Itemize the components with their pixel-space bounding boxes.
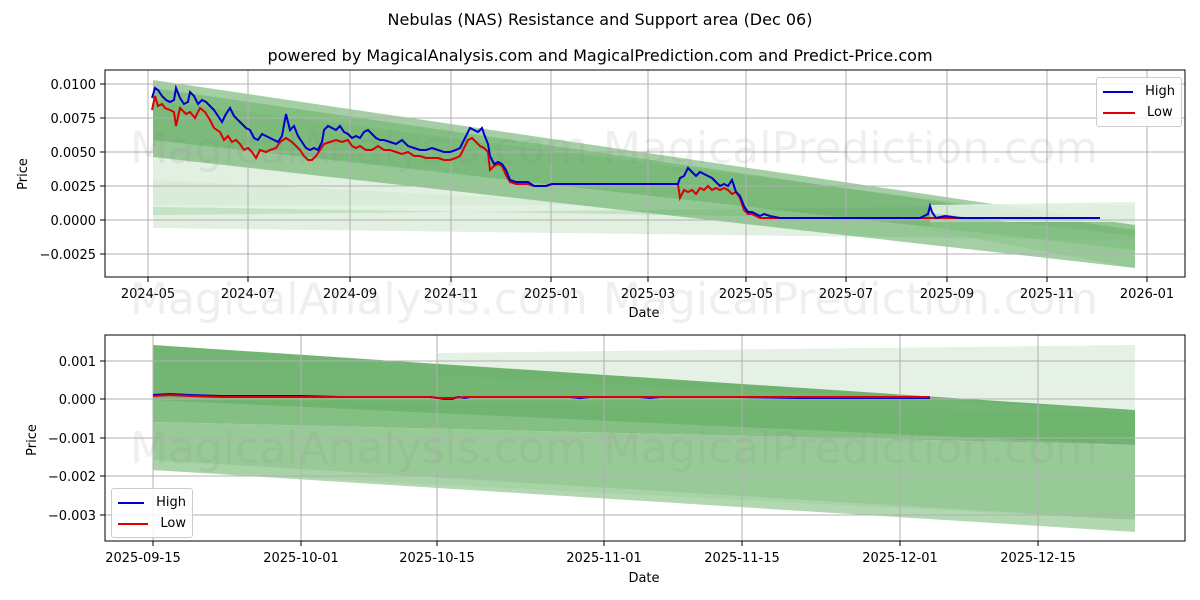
watermark-analysis-top: MagicalAnalysis.com (130, 123, 588, 174)
watermark-prediction-bottom: MagicalPrediction.com (603, 423, 1098, 474)
legend-item-low: Low (118, 513, 186, 534)
top-xtick-3: 2024-11 (424, 287, 478, 302)
legend-label-low: Low (1147, 105, 1173, 120)
high-line-swatch-icon (118, 501, 145, 504)
top-xtick-10: 2026-01 (1120, 287, 1174, 302)
legend-item-low: Low (1103, 102, 1175, 123)
bottom-xtick-3: 2025-11-01 (566, 551, 642, 566)
lower-band (153, 422, 1135, 520)
top-ytick-5: −0.0025 (40, 248, 96, 263)
chart-title: Nebulas (NAS) Resistance and Support are… (387, 10, 813, 29)
top-y-axis-label: Price (16, 158, 31, 190)
top-chart: MagicalAnalysis.com MagicalPrediction.co… (16, 69, 1186, 325)
watermark-analysis-bottom: MagicalAnalysis.com (130, 423, 588, 474)
top-axes-frame (104, 69, 1186, 278)
top-xtick-2: 2024-09 (323, 287, 377, 302)
top-xtick-1: 2024-07 (221, 287, 275, 302)
top-xtick-6: 2025-05 (719, 287, 773, 302)
bottom-grid (105, 335, 1185, 541)
watermark-prediction-mid: MagicalPrediction.com (603, 274, 1098, 325)
top-xtick-4: 2025-01 (524, 287, 578, 302)
top-y-axis: 0.0100 0.0075 0.0050 0.0025 0.0000 −0.00… (16, 78, 105, 263)
bottom-x-axis: 2025-09-15 2025-10-01 2025-10-15 2025-11… (105, 541, 1076, 586)
legend-label-high: High (1145, 84, 1175, 99)
top-grid (105, 70, 1185, 277)
bottom-x-axis-label: Date (628, 571, 659, 586)
top-legend: High Low (1096, 77, 1182, 127)
bottom-xtick-5: 2025-12-01 (862, 551, 938, 566)
bottom-y-axis: 0.001 0.000 −0.001 −0.002 −0.003 Price (25, 355, 105, 524)
mid-band (153, 400, 1135, 445)
bottom-ytick-1: 0.000 (59, 393, 96, 408)
bottom-xtick-6: 2025-12-15 (1000, 551, 1076, 566)
top-ytick-0: 0.0100 (51, 78, 97, 93)
resistance-band-upper (153, 80, 1135, 268)
watermark-prediction-top: MagicalPrediction.com (603, 123, 1098, 174)
top-ytick-1: 0.0075 (51, 112, 97, 127)
bottom-y-axis-label: Price (25, 424, 40, 456)
bottom-chart: MagicalAnalysis.com MagicalPrediction.co… (25, 334, 1186, 586)
top-xtick-5: 2025-03 (621, 287, 675, 302)
legend-item-high: High (118, 492, 186, 513)
low-price-line (151, 95, 1100, 219)
top-x-axis: 2024-05 2024-07 2024-09 2024-11 2025-01 … (121, 277, 1174, 321)
bottom-ytick-2: −0.001 (48, 432, 96, 447)
low-line-swatch-icon (1103, 111, 1135, 114)
bottom-xtick-2: 2025-10-15 (399, 551, 475, 566)
top-xtick-9: 2025-11 (1020, 287, 1074, 302)
legend-label-low: Low (160, 516, 186, 531)
watermark-analysis-mid: MagicalAnalysis.com (130, 274, 588, 325)
high-price-line (151, 84, 1100, 220)
low-line-swatch-icon (118, 522, 149, 525)
bottom-ytick-0: 0.001 (59, 355, 96, 370)
top-xtick-7: 2025-07 (819, 287, 873, 302)
bottom-low-price-line (152, 393, 930, 399)
lowest-band (153, 460, 1135, 532)
top-x-axis-label: Date (628, 306, 659, 321)
top-ytick-2: 0.0050 (51, 146, 97, 161)
resistance-band-inner (153, 88, 1135, 250)
top-xtick-8: 2025-09 (920, 287, 974, 302)
top-xtick-0: 2024-05 (121, 287, 175, 302)
bottom-xtick-4: 2025-11-15 (704, 551, 780, 566)
legend-label-high: High (156, 495, 186, 510)
top-ytick-4: 0.0000 (51, 214, 97, 229)
bottom-ytick-4: −0.003 (48, 509, 96, 524)
chart-subtitle: powered by MagicalAnalysis.com and Magic… (267, 46, 933, 65)
bottom-xtick-0: 2025-09-15 (105, 551, 181, 566)
bottom-legend: High Low (111, 488, 193, 538)
bottom-ytick-3: −0.002 (48, 470, 96, 485)
top-ytick-3: 0.0025 (51, 180, 97, 195)
bottom-xtick-1: 2025-10-01 (263, 551, 339, 566)
high-line-swatch-icon (1103, 90, 1134, 93)
legend-item-high: High (1103, 81, 1175, 102)
